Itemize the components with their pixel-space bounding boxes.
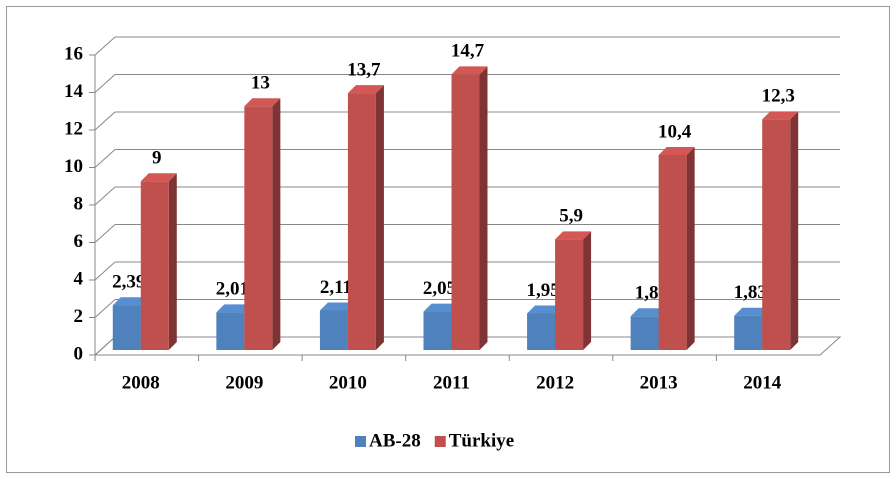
grid-line — [94, 111, 116, 131]
bar-front — [319, 310, 348, 350]
grid-line — [94, 36, 116, 56]
grid-line — [94, 186, 116, 206]
bar-front — [423, 311, 452, 350]
grid-line — [94, 299, 116, 318]
value-label: 1,83 — [734, 282, 767, 303]
bar-front — [244, 106, 273, 350]
bar-front — [762, 119, 791, 350]
grid-line — [94, 261, 116, 281]
value-label: 2,01 — [216, 279, 249, 300]
bar-front — [555, 239, 584, 350]
x-tick-label: 2012 — [536, 372, 574, 393]
x-tick-label: 2009 — [225, 372, 263, 393]
y-tick-label: 0 — [74, 343, 84, 364]
bar-side — [583, 231, 592, 350]
bar-front — [140, 181, 169, 350]
value-label: 13 — [251, 73, 270, 94]
y-tick-label: 16 — [64, 43, 83, 64]
bar-top — [658, 147, 695, 155]
grid-line — [94, 74, 116, 93]
value-label: 13,7 — [347, 59, 381, 80]
value-label: 2,11 — [320, 277, 352, 298]
x-tick-label: 2011 — [433, 372, 470, 393]
bar-side — [272, 98, 281, 350]
value-label: 14,7 — [451, 41, 485, 62]
bar-front — [451, 74, 480, 350]
bar — [555, 231, 592, 350]
y-tick-label: 12 — [64, 118, 83, 139]
bar-side — [790, 111, 799, 350]
bar-front — [630, 316, 659, 350]
value-label: 2,05 — [423, 278, 456, 299]
bar-front — [347, 93, 376, 350]
bar-side — [479, 66, 488, 350]
value-label: 10,4 — [658, 121, 692, 142]
y-tick-label: 4 — [74, 268, 84, 289]
grid-line — [94, 336, 116, 356]
legend-label: Türkiye — [449, 430, 514, 451]
bar-side — [686, 147, 695, 350]
legend-label: AB-28 — [369, 430, 421, 451]
legend-swatch — [355, 436, 366, 447]
y-tick-label: 2 — [74, 306, 84, 327]
bar-top — [630, 308, 667, 317]
value-label: 12,3 — [762, 86, 795, 107]
x-tick-label: 2013 — [640, 372, 678, 393]
bar — [762, 111, 799, 350]
bar — [658, 147, 695, 350]
value-label: 5,9 — [559, 206, 583, 227]
bar — [140, 173, 177, 350]
bar-top — [112, 297, 149, 306]
bar-top — [734, 307, 771, 316]
bar-top — [527, 305, 564, 314]
value-label: 1,95 — [526, 280, 559, 301]
bar-front — [112, 305, 141, 350]
x-tick-label: 2014 — [743, 372, 782, 393]
grid-line — [94, 149, 116, 168]
bar — [347, 85, 384, 350]
legend-swatch — [434, 436, 446, 447]
value-label: 1,8 — [635, 283, 659, 304]
y-tick-label: 10 — [64, 156, 83, 177]
bar-top — [244, 98, 281, 107]
bar-side — [375, 85, 384, 350]
y-tick-label: 6 — [74, 231, 84, 252]
y-tick-label: 14 — [64, 81, 84, 102]
bar-top — [762, 111, 799, 120]
bar — [244, 98, 281, 350]
bar — [216, 304, 253, 350]
bar-front — [527, 313, 556, 350]
bar-front — [216, 312, 245, 350]
bar-top — [555, 231, 592, 240]
bar-top — [216, 304, 253, 313]
x-tick-label: 2010 — [329, 372, 367, 393]
bar-front — [658, 155, 687, 350]
bar-top — [319, 302, 356, 311]
bar-top — [423, 303, 460, 312]
bar-side — [168, 173, 177, 350]
x-tick-label: 2008 — [122, 372, 160, 393]
value-label: 2,39 — [112, 272, 145, 293]
grid-line — [94, 224, 116, 243]
y-tick-label: 8 — [74, 193, 84, 214]
bar-top — [140, 173, 177, 182]
value-label: 9 — [152, 148, 162, 169]
bar-top — [347, 85, 384, 94]
chart-frame — [6, 6, 890, 473]
bar-top — [451, 66, 488, 75]
bar-front — [734, 315, 763, 350]
bar — [451, 66, 488, 350]
